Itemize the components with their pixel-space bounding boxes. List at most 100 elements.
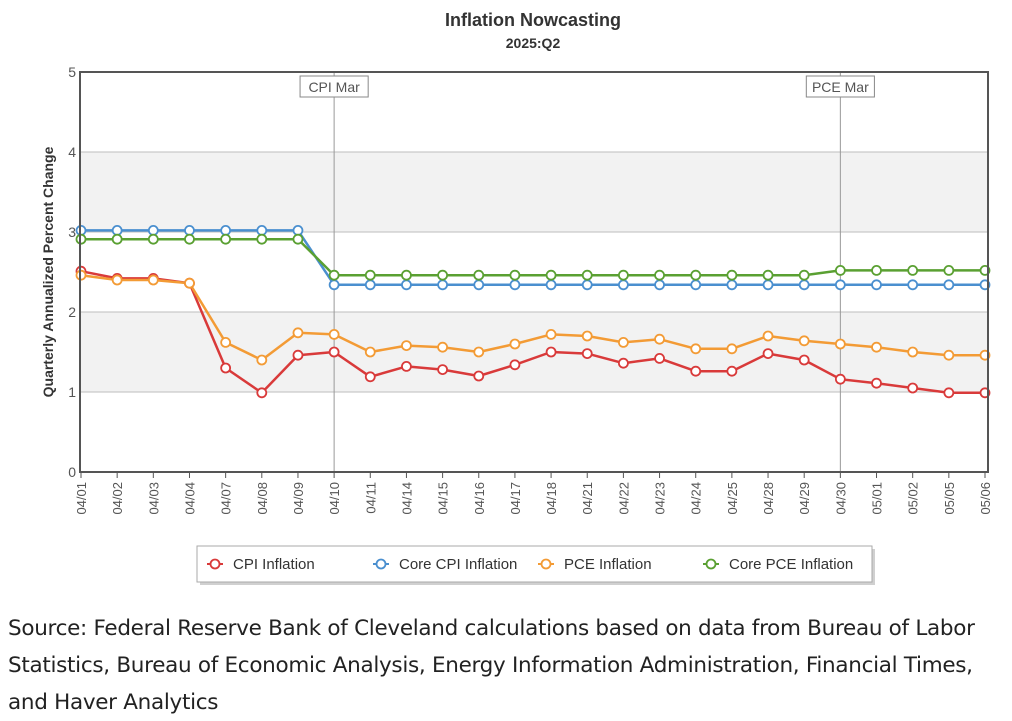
data-point [401, 360, 412, 372]
data-point [907, 264, 919, 276]
data-point [147, 233, 159, 245]
data-point [907, 346, 919, 358]
plot-frame [79, 71, 989, 473]
data-point [618, 279, 629, 291]
plot-band [80, 152, 988, 232]
data-point [871, 279, 882, 291]
x-tick-label: 04/11 [363, 482, 378, 514]
x-tick-label: 04/10 [327, 482, 342, 515]
y-tick-label: 4 [68, 144, 76, 160]
x-tick-label: 04/14 [399, 482, 414, 515]
inflation-nowcasting-chart: Inflation Nowcasting 2025:Q2 0 1 2 3 4 5 CPI M… [40, 10, 993, 585]
data-point [292, 233, 304, 245]
data-point [762, 348, 774, 360]
data-point [690, 343, 702, 355]
data-point [147, 224, 159, 236]
data-point [256, 224, 268, 236]
x-tick-label: 04/24 [689, 482, 704, 515]
x-tick-label: 04/28 [761, 482, 776, 515]
data-point [581, 269, 593, 281]
series-line [80, 273, 985, 362]
data-point [943, 387, 955, 399]
data-point [654, 352, 665, 364]
data-point [147, 274, 159, 286]
data-point [401, 279, 412, 291]
x-tick-label: 04/15 [436, 482, 451, 515]
data-point [545, 346, 557, 358]
data-point [690, 365, 702, 377]
data-point [184, 224, 195, 236]
data-point [690, 269, 702, 281]
data-point [111, 274, 123, 286]
data-point [907, 382, 919, 394]
data-point [220, 233, 232, 245]
data-point [871, 264, 882, 276]
legend-item-label: Core PCE Inflation [729, 556, 853, 573]
data-point [509, 338, 521, 350]
data-point [401, 269, 412, 281]
annotation-label: CPI Mar [308, 79, 360, 95]
data-point [509, 359, 521, 371]
x-tick-label: 05/02 [906, 482, 921, 515]
data-point [762, 269, 774, 281]
x-tick-label: 04/18 [544, 482, 559, 515]
data-point [364, 279, 376, 291]
data-point [762, 330, 774, 342]
x-tick-label: 04/16 [472, 482, 487, 515]
data-point [618, 357, 629, 369]
data-point [437, 269, 449, 281]
data-point [220, 224, 232, 236]
data-point [220, 336, 232, 348]
data-point [473, 269, 485, 281]
legend-box [196, 545, 873, 583]
data-point [111, 224, 123, 236]
data-point [437, 279, 449, 291]
data-point [581, 348, 593, 360]
x-tick-label: 04/03 [146, 482, 161, 515]
data-point [943, 264, 955, 276]
y-tick-label: 1 [68, 384, 76, 400]
data-point [726, 365, 738, 377]
data-point [364, 371, 376, 383]
data-point [184, 277, 195, 289]
y-tick-label: 0 [68, 464, 76, 480]
data-point [111, 233, 123, 245]
annotation-box [805, 75, 875, 98]
x-tick-label: 05/05 [942, 482, 957, 515]
data-point [509, 279, 521, 291]
data-point [473, 370, 485, 382]
data-point [834, 279, 846, 291]
x-tick-label: 04/23 [653, 482, 668, 515]
data-point [545, 279, 557, 291]
y-tick-label: 2 [68, 304, 76, 320]
data-point [654, 269, 665, 281]
data-point [943, 279, 955, 291]
data-point [618, 336, 629, 348]
data-point [473, 346, 485, 358]
series-line [81, 237, 985, 277]
data-point [220, 362, 232, 374]
data-point [437, 341, 449, 353]
data-point [256, 233, 268, 245]
data-point [328, 279, 340, 291]
annotation-box [299, 75, 369, 98]
data-point [798, 335, 810, 347]
data-point [871, 377, 882, 389]
data-point [328, 269, 340, 281]
data-point [581, 279, 593, 291]
x-tick-label: 04/21 [580, 482, 595, 515]
data-point [328, 328, 340, 340]
x-tick-label: 04/01 [74, 482, 89, 515]
data-point [834, 338, 846, 350]
data-point [256, 387, 268, 399]
x-tick-label: 05/01 [870, 482, 885, 515]
annotation-label: PCE Mar [812, 79, 869, 95]
data-point [545, 328, 557, 340]
x-tick-label: 04/07 [219, 482, 234, 515]
data-point [184, 233, 195, 245]
legend-item-label: PCE Inflation [564, 556, 652, 573]
x-tick-label: 04/09 [291, 482, 306, 515]
data-point [907, 279, 919, 291]
x-tick-label: 04/30 [833, 482, 848, 515]
data-point [292, 224, 304, 236]
